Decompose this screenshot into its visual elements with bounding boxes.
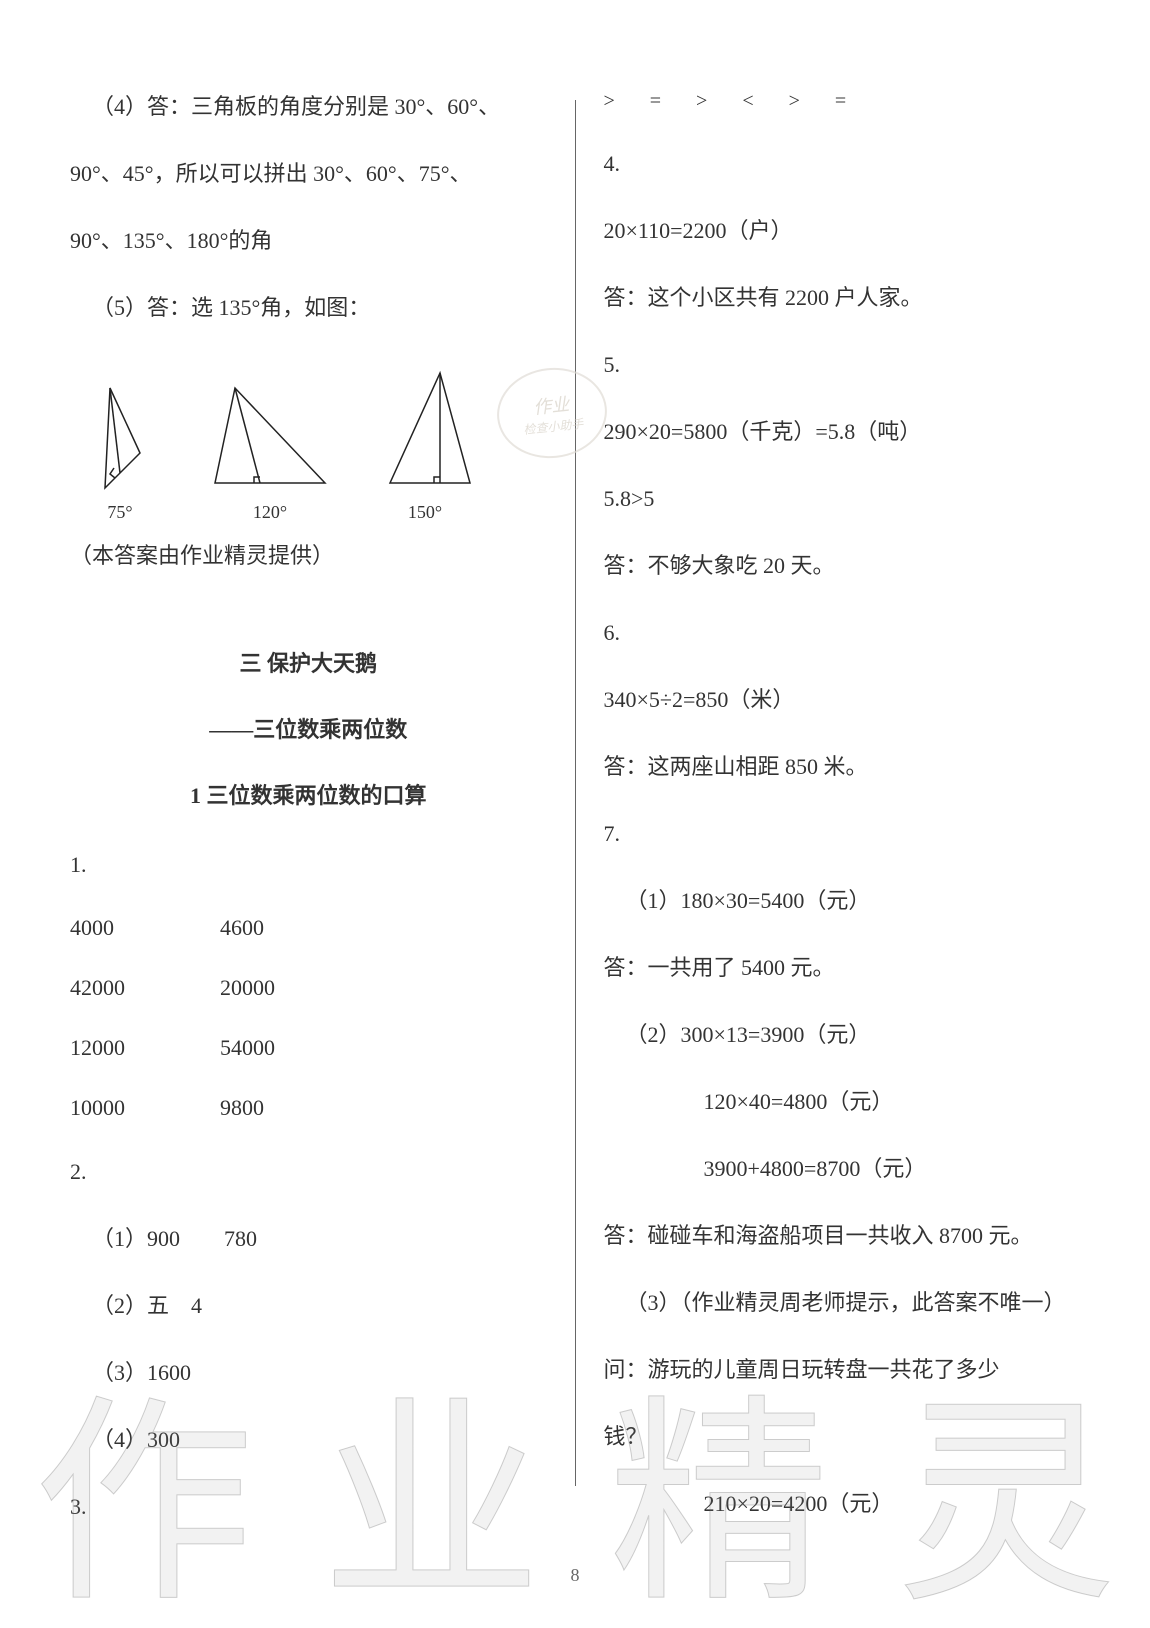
triangle-75-label: 75° — [107, 502, 132, 523]
chapter-subtitle: ——三位数乘两位数 — [70, 712, 547, 744]
page-number: 8 — [571, 1565, 580, 1586]
q1-row-0: 4000 4600 — [70, 915, 547, 941]
page-container: （4）答：三角板的角度分别是 30°、60°、 90°、45°，所以可以拼出 3… — [0, 0, 1150, 1626]
question-1-label: 1. — [70, 848, 547, 881]
q5-answer: 答：不够大象吃 20 天。 — [604, 549, 1081, 582]
q2-sub4: （4）300 — [70, 1423, 547, 1456]
q7-sub3-question: 问：游玩的儿童周日玩转盘一共花了多少 — [604, 1353, 1081, 1386]
q2-sub2: （2）五 4 — [70, 1289, 547, 1322]
triangle-150-svg — [370, 368, 480, 498]
q1-row-2-a: 12000 — [70, 1035, 220, 1061]
question-6-label: 6. — [604, 616, 1081, 649]
answer-4-line1: （4）答：三角板的角度分别是 30°、60°、 — [70, 90, 547, 123]
answer-4-line3: 90°、135°、180°的角 — [70, 224, 547, 257]
question-2-label: 2. — [70, 1155, 547, 1188]
question-7-label: 7. — [604, 817, 1081, 850]
q1-row-1: 42000 20000 — [70, 975, 547, 1001]
q1-row-1-a: 42000 — [70, 975, 220, 1001]
q1-row-3: 10000 9800 — [70, 1095, 547, 1121]
q2-sub1: （1）900 780 — [70, 1222, 547, 1255]
stamp-line1: 作业 — [531, 390, 570, 420]
q7-sub2-answer: 答：碰碰车和海盗船项目一共收入 8700 元。 — [604, 1219, 1081, 1252]
answer-4-line2: 90°、45°，所以可以拼出 30°、60°、75°、 — [70, 157, 547, 190]
q1-row-3-b: 9800 — [220, 1095, 264, 1121]
q1-row-1-b: 20000 — [220, 975, 275, 1001]
q1-row-0-b: 4600 — [220, 915, 264, 941]
comparison-symbols: > = > < > = — [604, 90, 1081, 113]
q7-sub2-line3: 3900+4800=8700（元） — [604, 1152, 1081, 1185]
triangle-120-label: 120° — [253, 502, 287, 523]
triangle-120: 120° — [200, 378, 340, 523]
q7-sub2: （2）300×13=3900（元） — [604, 1018, 1081, 1051]
question-4-label: 4. — [604, 147, 1081, 180]
q1-row-0-a: 4000 — [70, 915, 220, 941]
q2-sub3: （3）1600 — [70, 1356, 547, 1389]
q4-answer: 答：这个小区共有 2200 户人家。 — [604, 281, 1081, 314]
right-column: > = > < > = 4. 20×110=2200（户） 答：这个小区共有 2… — [576, 90, 1081, 1566]
credit-line: （本答案由作业精灵提供） — [70, 539, 547, 572]
q7-sub2-line2: 120×40=4800（元） — [604, 1085, 1081, 1118]
question-5-label: 5. — [604, 348, 1081, 381]
chapter-heading: 三 保护大天鹅 — [70, 646, 547, 678]
triangle-figures-row: 75° 120° — [70, 368, 547, 523]
q7-sub3-calc: 210×20=4200（元） — [604, 1487, 1081, 1520]
q4-calculation: 20×110=2200（户） — [604, 214, 1081, 247]
q5-calculation: 290×20=5800（千克）=5.8（吨） — [604, 415, 1081, 448]
q6-answer: 答：这两座山相距 850 米。 — [604, 750, 1081, 783]
q5-comparison: 5.8>5 — [604, 482, 1081, 515]
question-3-label: 3. — [70, 1490, 547, 1523]
answer-5-line1: （5）答：选 135°角，如图： — [70, 291, 547, 324]
q7-sub3-question2: 钱？ — [604, 1420, 1081, 1453]
left-column: （4）答：三角板的角度分别是 30°、60°、 90°、45°，所以可以拼出 3… — [70, 90, 575, 1566]
triangle-150: 150° — [370, 368, 480, 523]
q7-sub1: （1）180×30=5400（元） — [604, 884, 1081, 917]
q1-row-2: 12000 54000 — [70, 1035, 547, 1061]
q6-calculation: 340×5÷2=850（米） — [604, 683, 1081, 716]
q7-sub1-answer: 答：一共用了 5400 元。 — [604, 951, 1081, 984]
section-heading: 1 三位数乘两位数的口算 — [70, 778, 547, 810]
q7-sub3: （3）（作业精灵周老师提示，此答案不唯一） — [604, 1286, 1081, 1319]
triangle-120-svg — [200, 378, 340, 498]
q1-row-2-b: 54000 — [220, 1035, 275, 1061]
triangle-75: 75° — [70, 378, 170, 523]
triangle-75-svg — [70, 378, 170, 498]
triangle-150-label: 150° — [408, 502, 442, 523]
q1-row-3-a: 10000 — [70, 1095, 220, 1121]
